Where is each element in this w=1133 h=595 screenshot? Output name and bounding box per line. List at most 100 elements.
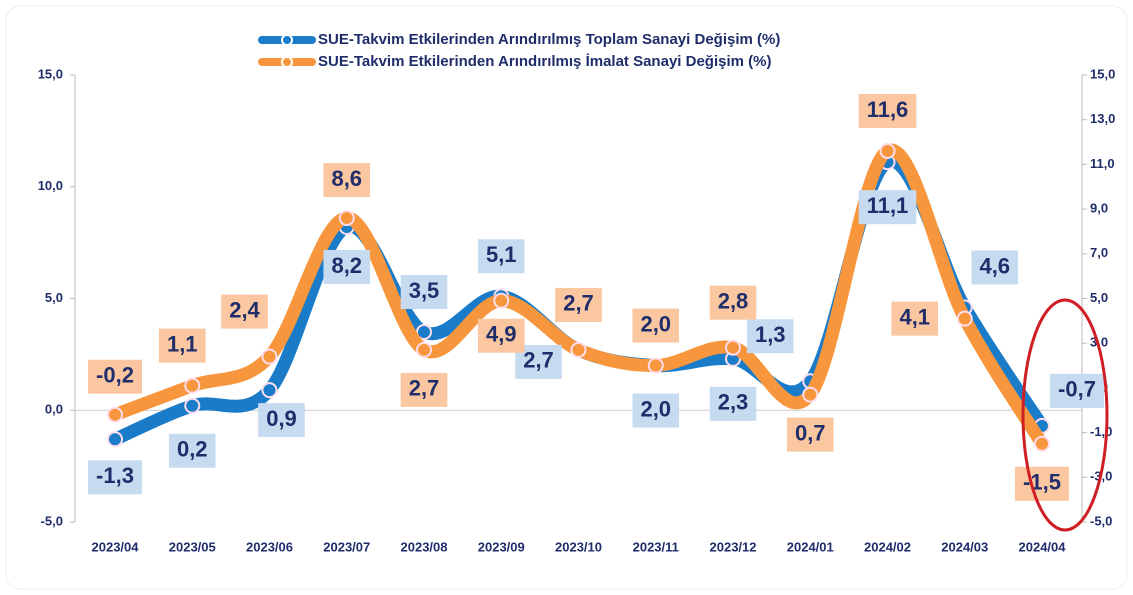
value-label-box xyxy=(323,249,371,284)
value-label: 5,1 xyxy=(486,242,517,267)
highlight-ellipse xyxy=(1021,298,1109,532)
value-label: 4,1 xyxy=(899,304,930,329)
value-label: 8,2 xyxy=(331,253,362,278)
legend-marker xyxy=(281,56,293,68)
point-marker xyxy=(879,142,896,159)
value-label: 11,1 xyxy=(867,193,909,218)
value-label: 2,8 xyxy=(718,288,749,313)
y-tick-label: 10,0 xyxy=(38,178,63,193)
value-label-box xyxy=(632,308,680,343)
point-marker xyxy=(802,386,819,403)
point-marker xyxy=(107,431,123,448)
value-label-box xyxy=(709,386,757,421)
value-label-box xyxy=(746,319,794,354)
value-label-box xyxy=(632,393,680,428)
x-tick-label: 2024/04 xyxy=(1019,539,1067,554)
point-marker xyxy=(493,292,510,309)
y-tick-label: 5,0 xyxy=(45,290,63,305)
value-label: 11,6 xyxy=(867,97,909,122)
value-label-box xyxy=(88,359,142,394)
value-label-box xyxy=(786,417,834,452)
value-label: 1,3 xyxy=(755,322,786,347)
point-marker xyxy=(725,339,741,356)
value-label-box xyxy=(1015,466,1069,501)
value-label: -0,7 xyxy=(1058,377,1096,402)
y2-tick-label: -1,0 xyxy=(1090,424,1112,439)
y2-tick-label: -5,0 xyxy=(1090,513,1112,528)
y2-tick-label: 9,0 xyxy=(1090,201,1108,216)
value-label-box xyxy=(891,301,939,336)
value-label-box xyxy=(168,433,216,468)
y2-tick-label: 13,0 xyxy=(1090,111,1115,126)
point-marker xyxy=(647,357,664,374)
y-tick-label: -5,0 xyxy=(41,513,63,528)
value-label-box xyxy=(88,460,142,495)
value-label: 2,0 xyxy=(640,396,671,421)
x-tick-label: 2023/06 xyxy=(246,539,293,554)
value-label-box xyxy=(323,163,371,198)
value-label: 0,7 xyxy=(795,420,826,445)
point-marker xyxy=(416,341,432,358)
value-label: 0,9 xyxy=(266,406,297,431)
legend-label: SUE-Takvim Etkilerinden Arındırılmış Top… xyxy=(318,31,780,48)
value-label: 0,2 xyxy=(177,437,208,462)
value-label-box xyxy=(258,403,305,438)
y2-tick-label: 11,0 xyxy=(1090,156,1115,171)
x-tick-label: 2023/04 xyxy=(92,539,140,554)
legend-label: SUE-Takvim Etkilerinden Arındırılmış İma… xyxy=(318,53,771,70)
value-label-box xyxy=(1050,373,1104,408)
value-label: 4,6 xyxy=(979,253,1010,278)
point-marker xyxy=(416,324,432,341)
series-line xyxy=(108,143,1049,451)
value-label-box xyxy=(971,250,1019,285)
x-tick-label: 2023/12 xyxy=(710,539,757,554)
legend-marker xyxy=(281,34,293,46)
value-label: 2,7 xyxy=(523,348,554,373)
value-label-box xyxy=(477,318,525,353)
value-label-box xyxy=(709,285,757,320)
value-label: -0,2 xyxy=(96,363,134,388)
value-label-box xyxy=(400,372,448,407)
value-label: 2,0 xyxy=(640,311,671,336)
point-marker xyxy=(184,377,201,394)
x-tick-label: 2024/01 xyxy=(787,539,834,554)
value-label-box xyxy=(158,328,206,363)
value-label-box xyxy=(555,287,602,322)
x-tick-label: 2024/03 xyxy=(941,539,988,554)
y-tick-label: 15,0 xyxy=(38,66,63,81)
point-marker xyxy=(107,406,123,423)
value-label-box xyxy=(400,275,448,310)
value-label-box xyxy=(477,239,525,274)
y2-tick-label: 5,0 xyxy=(1090,290,1108,305)
y-tick-label: 0,0 xyxy=(45,402,63,417)
x-tick-label: 2024/02 xyxy=(864,539,911,554)
point-marker xyxy=(261,348,278,365)
x-tick-label: 2023/08 xyxy=(401,539,448,554)
value-label-box xyxy=(221,294,268,329)
value-label: 4,9 xyxy=(486,322,517,347)
x-tick-label: 2023/09 xyxy=(478,539,525,554)
value-label-box xyxy=(858,93,917,128)
y2-tick-label: 7,0 xyxy=(1090,245,1108,260)
value-label: 8,6 xyxy=(331,166,362,191)
value-label: 1,1 xyxy=(167,331,198,356)
point-marker xyxy=(338,210,355,227)
y2-tick-label: 15,0 xyxy=(1090,66,1115,81)
value-label: 2,7 xyxy=(409,376,440,401)
value-label: 2,3 xyxy=(718,390,749,415)
point-marker xyxy=(184,397,201,414)
value-label: 2,4 xyxy=(229,297,260,322)
point-marker xyxy=(261,382,278,399)
value-label: -1,3 xyxy=(96,463,134,488)
x-tick-label: 2023/07 xyxy=(323,539,370,554)
value-label: 2,7 xyxy=(563,291,594,316)
point-marker xyxy=(956,310,973,327)
value-label: 3,5 xyxy=(409,278,440,303)
x-tick-label: 2023/11 xyxy=(633,539,679,554)
x-tick-label: 2023/05 xyxy=(169,539,216,554)
point-marker xyxy=(570,341,587,358)
point-marker xyxy=(1034,435,1050,452)
x-tick-label: 2023/10 xyxy=(555,539,602,554)
value-label-box xyxy=(858,190,917,225)
